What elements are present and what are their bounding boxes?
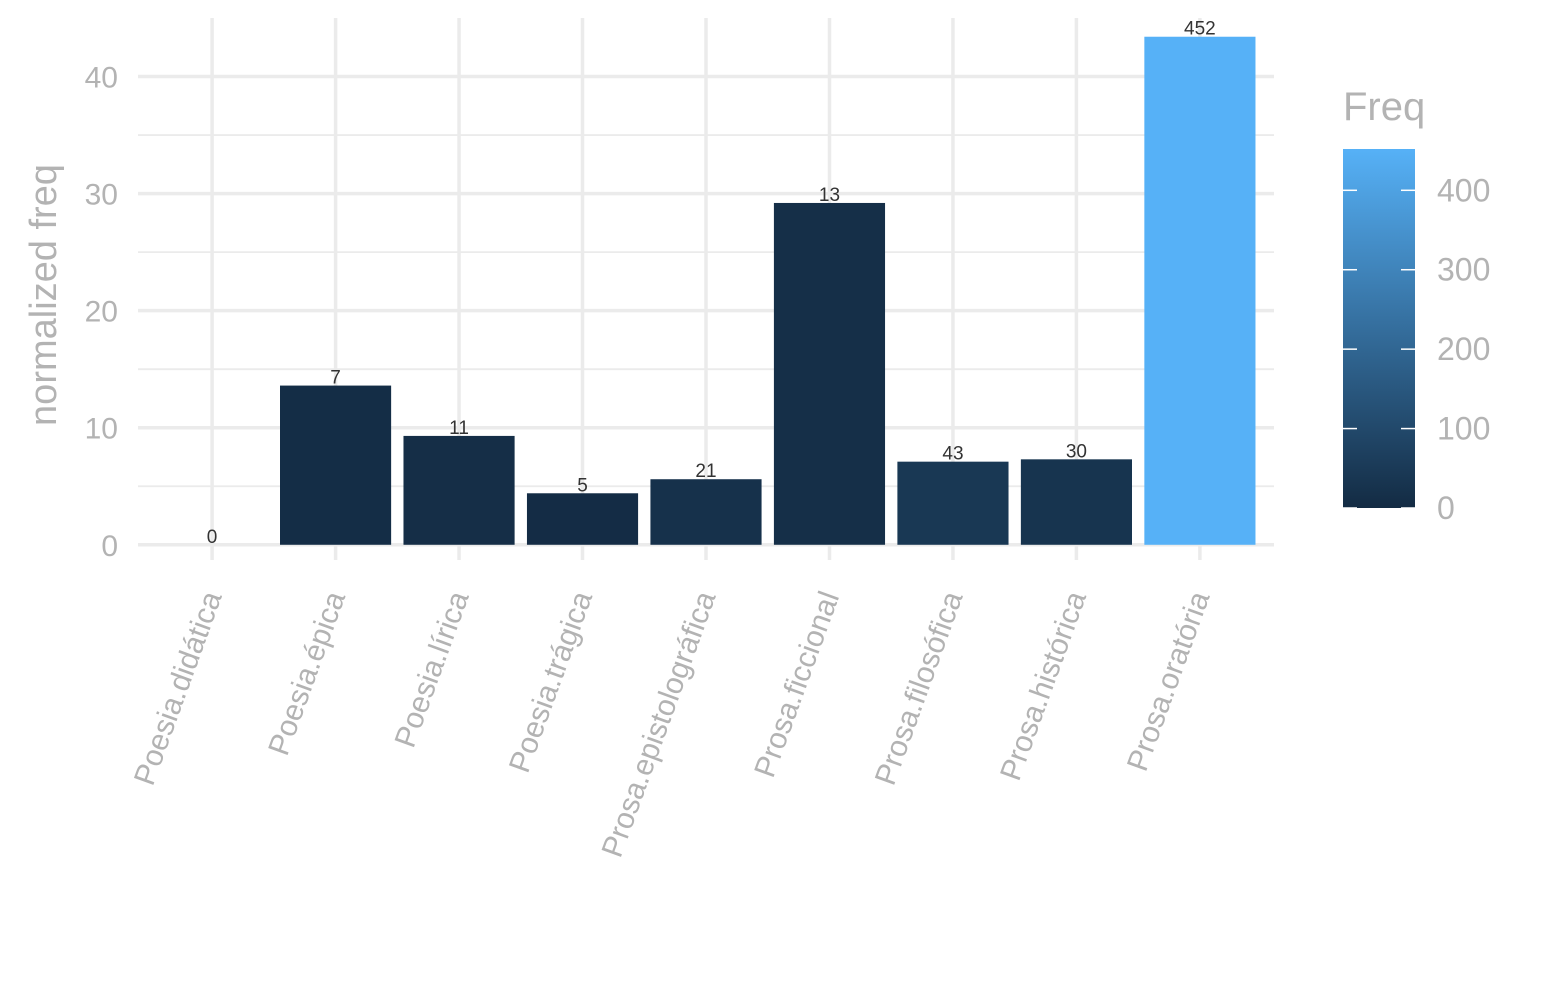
legend-title: Freq (1343, 85, 1425, 129)
x-tick-label: Poesia.trágica (503, 587, 599, 777)
bar (773, 202, 886, 545)
bar-label: 0 (207, 527, 218, 548)
x-tick-label: Prosa.filosófica (869, 587, 970, 790)
bar (403, 435, 515, 545)
legend-tick-label: 100 (1437, 411, 1490, 447)
legend-colorbar (1343, 149, 1415, 508)
x-tick-label: Poesia.didática (128, 587, 229, 790)
bar-label: 30 (1066, 441, 1087, 462)
bar-labels: 0 7 11 5 21 13 43 30 452 (207, 19, 1216, 548)
y-tick-label: 0 (101, 530, 118, 563)
y-tick-label: 10 (85, 413, 118, 446)
bar-label: 13 (819, 185, 840, 206)
bar-label: 5 (577, 475, 588, 496)
bar-label: 7 (330, 368, 341, 389)
y-tick-label: 40 (85, 62, 118, 95)
y-tick-label: 30 (85, 179, 118, 212)
y-axis-ticks: 0 10 20 30 40 (85, 62, 118, 563)
x-tick-label: Poesia.lírica (389, 587, 476, 752)
bar (1144, 36, 1256, 545)
legend-ticks: 0 100 200 300 400 (1343, 172, 1490, 526)
legend-tick-label: 400 (1437, 172, 1490, 208)
x-tick-label: Prosa.histórica (994, 587, 1093, 785)
x-tick-label: Poesia.épica (262, 587, 352, 760)
legend-tick-label: 200 (1437, 331, 1490, 367)
x-tick-label: Prosa.ficcional (748, 587, 846, 782)
color-legend: Freq 0 100 200 300 400 (1343, 85, 1490, 526)
bar (897, 461, 1009, 545)
x-axis-ticks: Poesia.didática Poesia.épica Poesia.lírica… (128, 587, 1217, 862)
x-tick-label: Prosa.epistolográfica (596, 587, 723, 862)
bar-label: 452 (1184, 19, 1216, 40)
y-tick-label: 20 (85, 296, 118, 329)
bar (650, 479, 762, 545)
bar (280, 385, 392, 545)
bars (280, 36, 1256, 545)
bar-label: 43 (942, 444, 963, 465)
bar (1020, 459, 1132, 545)
legend-tick-label: 0 (1437, 490, 1455, 526)
bar (526, 493, 639, 545)
bar-label: 11 (449, 418, 469, 439)
x-tick-label: Prosa.oratória (1121, 587, 1217, 776)
bar-label: 21 (695, 461, 716, 482)
legend-tick-label: 300 (1437, 252, 1490, 288)
y-axis-title: normalized freq (23, 164, 65, 426)
